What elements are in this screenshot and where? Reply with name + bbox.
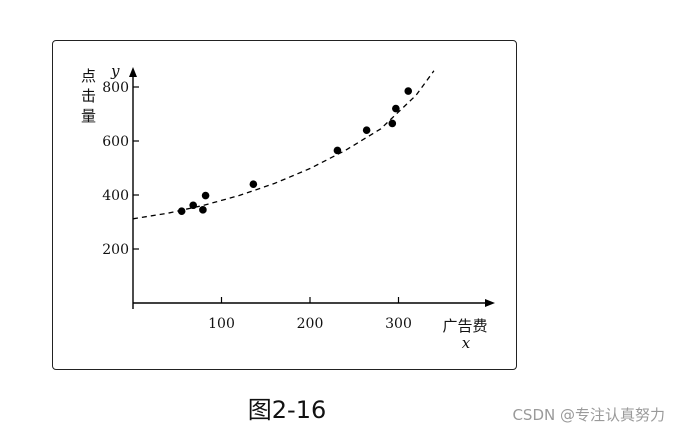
y-tick-label: 800 [102, 80, 129, 96]
y-tick-label: 200 [102, 242, 129, 258]
figure-caption: 图2-16 [247, 396, 327, 424]
data-point [199, 206, 207, 214]
x-axis-label: 广告费 [442, 317, 487, 335]
data-point [177, 207, 186, 215]
data-point [249, 180, 258, 188]
data-point [388, 119, 397, 128]
data-point [201, 191, 210, 200]
y-axis-arrow [129, 67, 137, 77]
data-point [362, 126, 371, 134]
data-point [404, 87, 413, 95]
y-tick-label: 400 [102, 188, 129, 204]
data-point [333, 146, 342, 155]
y-axis-variable: y [110, 62, 120, 80]
x-axis-arrow [485, 299, 495, 307]
x-tick-label: 200 [297, 316, 324, 332]
y-axis-label: 点击量 [81, 67, 96, 125]
x-tick-label: 100 [208, 316, 235, 332]
x-axis-variable: x [462, 334, 471, 352]
watermark: CSDN @专注认真努力 [512, 406, 665, 424]
data-point [392, 104, 400, 113]
data-point [189, 201, 197, 210]
x-tick-label: 300 [385, 316, 412, 332]
trend-curve [132, 70, 435, 220]
y-tick-label: 600 [102, 134, 129, 150]
figure-frame: 100 200 300 200 400 600 800 y 点击量广告费 x [52, 40, 517, 370]
